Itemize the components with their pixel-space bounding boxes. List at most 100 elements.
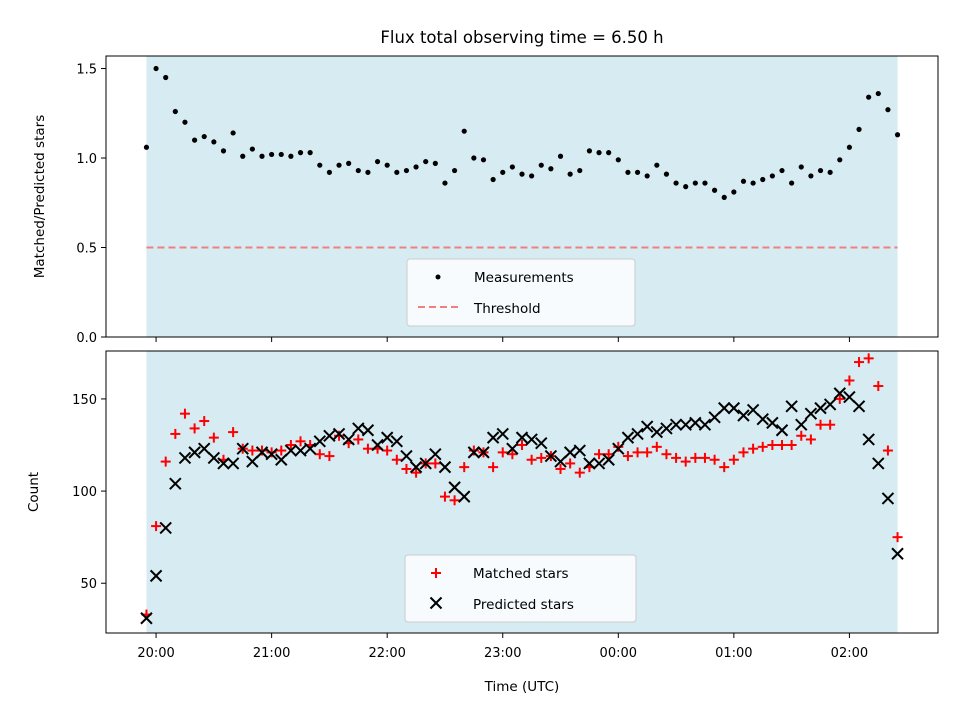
predicted-star-point-b [458,490,471,503]
measurement-point [240,153,246,159]
measurement-point [606,150,612,156]
predicted-star-point [448,481,461,494]
matched-star-point [160,456,171,467]
measurement-point [548,166,554,172]
predicted-star-point-b [525,433,538,446]
matched-star-point [854,357,865,368]
bottom-legend-box [404,554,637,623]
predicted-star-point-b [486,431,500,444]
predicted-star-point [323,429,336,442]
predicted-star-point-b [833,387,846,400]
bottom-y-tick-label: 100 [72,485,97,500]
predicted-star-point-b [438,460,452,474]
predicted-star-point [785,400,798,413]
predicted-star-point [573,444,586,457]
measurement-point [837,157,843,163]
matched-star-point [642,447,653,458]
predicted-star-point [380,431,394,444]
measurement-point [288,153,294,159]
matched-star-point [324,451,335,462]
matched-star-point [430,458,441,469]
matched-star-point [805,434,816,445]
measurement-point [259,153,265,159]
matched-star-point [680,456,691,467]
predicted-star-point [284,444,298,457]
matched-star-point [151,521,162,532]
predicted-star-point [226,457,240,470]
measurement-point [519,171,525,177]
matched-star-point [603,449,614,460]
measurement-point [336,162,342,168]
predicted-star-point [438,460,452,474]
matched-star-point [266,447,277,458]
bottom-legend: Matched stars Predicted stars [404,554,637,623]
matched-star-point [565,458,576,469]
predicted-star-point-b [515,431,529,444]
matched-star-point [208,432,219,443]
bottom-y-ticks: 50 100 150 [72,393,106,592]
matched-star-point [362,443,373,454]
predicted-star-point [756,412,769,426]
predicted-star-point-b [467,446,481,459]
predicted-star-point [188,446,201,459]
matched-star-point [786,440,797,450]
measurement-point [278,151,284,158]
legend-matched-marker [431,568,441,578]
predicted-star-point [689,416,702,430]
matched-star-point [526,454,537,465]
x-tick-label: 21:00 [253,646,290,661]
measurement-point [317,162,323,168]
legend-predicted-marker [429,596,443,610]
predicted-star-point [361,424,375,437]
matched-star-point [382,445,393,456]
predicted-star-point [486,431,500,444]
matched-star-point [728,454,739,465]
measurement-point [480,157,487,163]
matched-star-point [738,447,749,458]
predicted-star-point [602,453,615,466]
predicted-star-point [400,449,413,463]
predicted-star-point [169,477,182,490]
predicted-star-point [660,422,673,435]
measurement-point [798,164,804,170]
bottom-x-ticks: 20:00 21:00 22:00 23:00 00:00 01:00 02:00 [137,633,868,661]
measurement-point [692,180,698,186]
predicted-star-point-b [621,431,635,444]
matched-star-point [257,445,267,456]
x-tick-label: 00:00 [600,646,637,661]
predicted-star-point-b [708,411,721,424]
matched-star-point [228,427,239,438]
measurement-point [779,167,785,174]
predicted-star-point-b [843,390,856,404]
x-tick-label: 23:00 [484,646,521,661]
bottom-panel: 50 100 150 20:00 21:00 22:00 23:00 00:00 01:00 0… [26,350,939,695]
predicted-star-point-b [746,403,760,417]
matched-star-point [699,452,710,463]
predicted-star-point [640,420,654,433]
bottom-y-tick-label: 50 [80,577,97,592]
predicted-star-point [872,457,885,470]
predicted-star-point [506,442,519,455]
predicted-star-point [149,569,163,583]
predicted-star-point [159,521,172,535]
matched-star-point [189,423,200,434]
measurement-point [894,132,901,138]
predicted-star-point-b [188,446,201,459]
measurement-point [413,164,419,170]
matched-star-point [825,419,836,430]
top-legend-box [406,258,636,327]
measurement-point [451,167,458,174]
predicted-star-point-b [236,442,249,455]
matched-star-point [719,462,730,473]
measurement-point [442,180,448,186]
predicted-star-point-b [795,418,808,431]
predicted-star-point-b [640,420,654,433]
predicted-star-point [814,401,827,415]
predicted-star-point [612,442,625,455]
predicted-star-point-b [169,477,182,490]
predicted-star-point-b [361,424,375,437]
matched-star-point [709,454,720,465]
measurement-point [220,148,227,154]
predicted-star-point [583,457,596,470]
predicted-star-point-b [506,442,519,455]
